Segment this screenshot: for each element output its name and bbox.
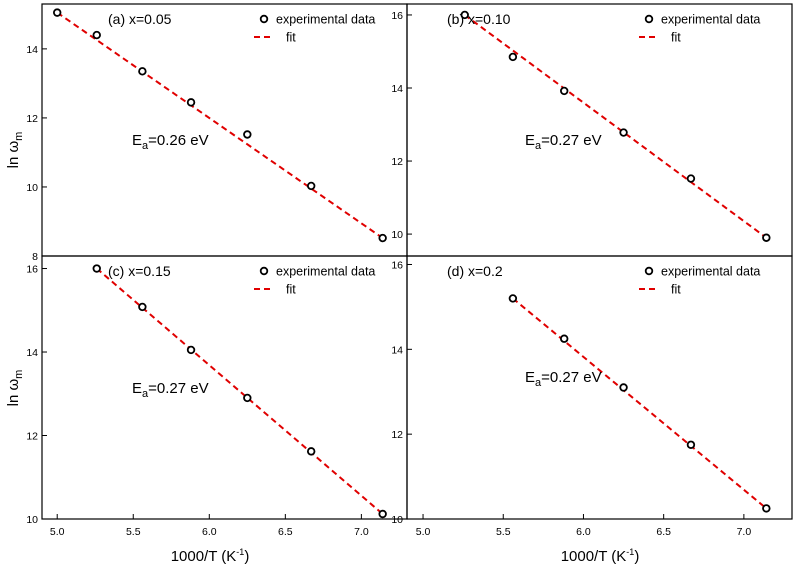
x-tick-label: 6.5: [656, 526, 671, 538]
legend-point-marker: [644, 266, 654, 276]
y-tick-label: 14: [26, 347, 38, 359]
data-point: [762, 504, 771, 513]
y-tick-label: 10: [391, 514, 403, 526]
x-tick-label: 6.0: [576, 526, 591, 538]
data-point: [686, 174, 696, 183]
panels-group: 8 10 12 14 (a) x=0.05 experimental data fit Ea=…: [26, 3, 793, 538]
panel-a: 8 10 12 14 (a) x=0.05 experimental data fit Ea=…: [26, 3, 408, 263]
data-point: [378, 509, 387, 519]
y-tick-label: 12: [391, 156, 403, 168]
data-point: [186, 345, 196, 355]
y-tick-label: 12: [26, 113, 38, 125]
y-axis-label-top: ln ωm: [5, 132, 25, 169]
data-point: [460, 10, 469, 20]
data-point: [53, 8, 62, 17]
plot-frame: [406, 255, 793, 520]
data-point: [560, 334, 569, 343]
activation-energy-label: Ea=0.27 eV: [132, 380, 209, 400]
data-point: [243, 130, 252, 139]
y-tick-label: 10: [26, 514, 38, 526]
plot-frame: [41, 255, 408, 520]
legend-fit-label: fit: [286, 283, 296, 297]
data-point: [306, 181, 316, 191]
y-tick-label: 10: [26, 182, 38, 194]
y-tick-label: 12: [26, 431, 38, 443]
panel-d: 10 12 14 16 5.0 5.5 6.0 6.5 7.0 (d) x=0.2 experime…: [391, 255, 793, 538]
activation-energy-label: Ea=0.26 eV: [132, 132, 209, 152]
x-axis-label-right: 1000/T (K-1): [561, 547, 640, 565]
panel-label: (d) x=0.2: [447, 263, 503, 279]
legend-point-marker: [259, 266, 269, 276]
data-point: [508, 294, 518, 303]
activation-energy-label: Ea=0.27 eV: [525, 132, 602, 152]
y-tick-label: 16: [391, 10, 403, 22]
data-point: [138, 302, 147, 312]
y-tick-label: 14: [26, 44, 38, 56]
fit-line: [512, 297, 767, 510]
legend-fit-label: fit: [286, 31, 296, 45]
legend-points-label: experimental data: [661, 265, 760, 279]
x-tick-label: 7.0: [737, 526, 752, 538]
plot-frame: [41, 3, 408, 257]
y-tick-label: 16: [26, 264, 38, 276]
fit-line: [56, 11, 384, 239]
legend-fit-label: fit: [671, 283, 681, 297]
x-tick-label: 5.0: [416, 526, 431, 538]
data-point: [560, 86, 569, 96]
x-tick-label: 7.0: [354, 526, 369, 538]
x-tick-label: 5.5: [126, 526, 141, 538]
data-point: [619, 383, 628, 392]
y-tick-label: 14: [391, 83, 403, 95]
data-point: [243, 393, 252, 403]
panel-b: 10 12 14 16 (b) x=0.10 experimental data fit Ea…: [391, 3, 793, 257]
fit-line: [464, 14, 767, 239]
legend-fit-label: fit: [671, 31, 681, 45]
data-point: [306, 447, 316, 456]
legend-points-label: experimental data: [276, 13, 375, 27]
y-tick-label: 16: [391, 259, 403, 271]
y-tick-label: 14: [391, 344, 403, 356]
panel-label: (a) x=0.05: [108, 11, 172, 27]
legend-point-marker: [259, 14, 269, 24]
x-tick-label: 5.0: [50, 526, 65, 538]
data-point: [186, 98, 196, 107]
data-point: [138, 67, 147, 76]
x-axis-label-left: 1000/T (K-1): [171, 547, 250, 565]
data-point: [508, 52, 518, 62]
x-tick-label: 6.0: [202, 526, 217, 538]
y-tick-label: 12: [391, 429, 403, 441]
y-tick-label: 10: [391, 229, 403, 241]
y-axis-label-bottom: ln ωm: [5, 370, 25, 407]
y-tick-label: 8: [32, 251, 38, 263]
legend-points-label: experimental data: [276, 265, 375, 279]
x-tick-label: 5.5: [496, 526, 511, 538]
data-point: [378, 233, 387, 243]
data-point: [92, 264, 101, 273]
panel-label: (b) x=0.10: [447, 11, 511, 27]
data-point: [762, 233, 771, 242]
plot-frame: [406, 3, 793, 257]
legend-points-label: experimental data: [661, 13, 760, 27]
legend-point-marker: [644, 14, 654, 24]
data-point: [92, 30, 101, 40]
panel-label: (c) x=0.15: [108, 263, 171, 279]
data-point: [686, 440, 696, 449]
activation-energy-label: Ea=0.27 eV: [525, 369, 602, 389]
panel-c: 10 12 14 16 5.0 5.5 6.0 6.5 7.0 (c) x=0.15 experim…: [26, 255, 408, 538]
data-point: [619, 128, 628, 137]
x-tick-label: 6.5: [278, 526, 293, 538]
